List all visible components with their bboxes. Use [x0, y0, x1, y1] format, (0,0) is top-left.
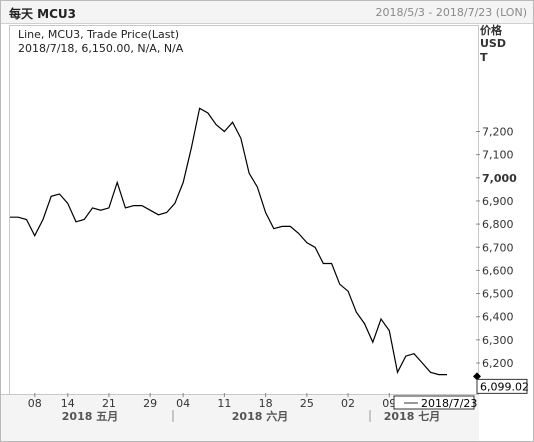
y-axis-unit: T — [480, 51, 488, 64]
x-tick-label: 21 — [102, 397, 116, 410]
x-tick-label: 29 — [143, 397, 157, 410]
legend-values: 2018/7/18, 6,150.00, N/A, N/A — [18, 42, 184, 55]
month-label: 2018 六月 — [232, 409, 288, 423]
legend-series: Line, MCU3, Trade Price(Last) — [18, 28, 180, 41]
y-tick-label: 7,200 — [482, 126, 514, 139]
y-tick-label: 6,400 — [482, 311, 514, 324]
x-tick-label: 02 — [341, 397, 355, 410]
chart-title: 每天 MCU3 — [9, 7, 77, 21]
x-tick-label: 04 — [176, 397, 190, 410]
y-axis-header-label: 价格 — [480, 24, 502, 37]
y-tick-label: 6,800 — [482, 218, 514, 231]
y-tick-label: 7,100 — [482, 149, 514, 162]
y-tick-label: 6,200 — [482, 357, 514, 370]
y-tick-label: 6,500 — [482, 288, 514, 301]
last-price-label: 6,099.02 — [480, 380, 529, 393]
x-tick-label: 14 — [61, 397, 75, 410]
x-tick-label: 18 — [259, 397, 273, 410]
month-label: 2018 五月 — [62, 410, 118, 423]
y-tick-label: 6,900 — [482, 195, 514, 208]
y-tick-label: 6,600 — [482, 264, 514, 277]
month-label: 2018 七月 — [384, 409, 440, 423]
y-axis-currency: USD — [480, 37, 506, 50]
crosshair-date-label: 2018/7/23 — [421, 397, 477, 410]
y-tick-label: 6,300 — [482, 334, 514, 347]
title-bar: 每天 MCU3 2018/5/3 - 2018/7/23 (LON) — [1, 1, 533, 24]
legend: Line, MCU3, Trade Price(Last) 2018/7/18,… — [18, 28, 183, 56]
x-tick-label: 11 — [217, 397, 231, 410]
x-tick-label: 08 — [28, 397, 42, 410]
crosshair-date-box — [393, 395, 475, 410]
x-tick-label: 25 — [300, 397, 314, 410]
y-tick-label: 7,000 — [482, 172, 517, 185]
price-line — [10, 107, 447, 376]
y-tick-label: 6,700 — [482, 241, 514, 254]
x-tick-label: 09 — [382, 397, 396, 410]
last-price-marker — [473, 372, 481, 381]
plot-area[interactable] — [9, 25, 479, 395]
last-price-box — [476, 378, 528, 394]
date-range: 2018/5/3 - 2018/7/23 (LON) — [375, 6, 527, 19]
